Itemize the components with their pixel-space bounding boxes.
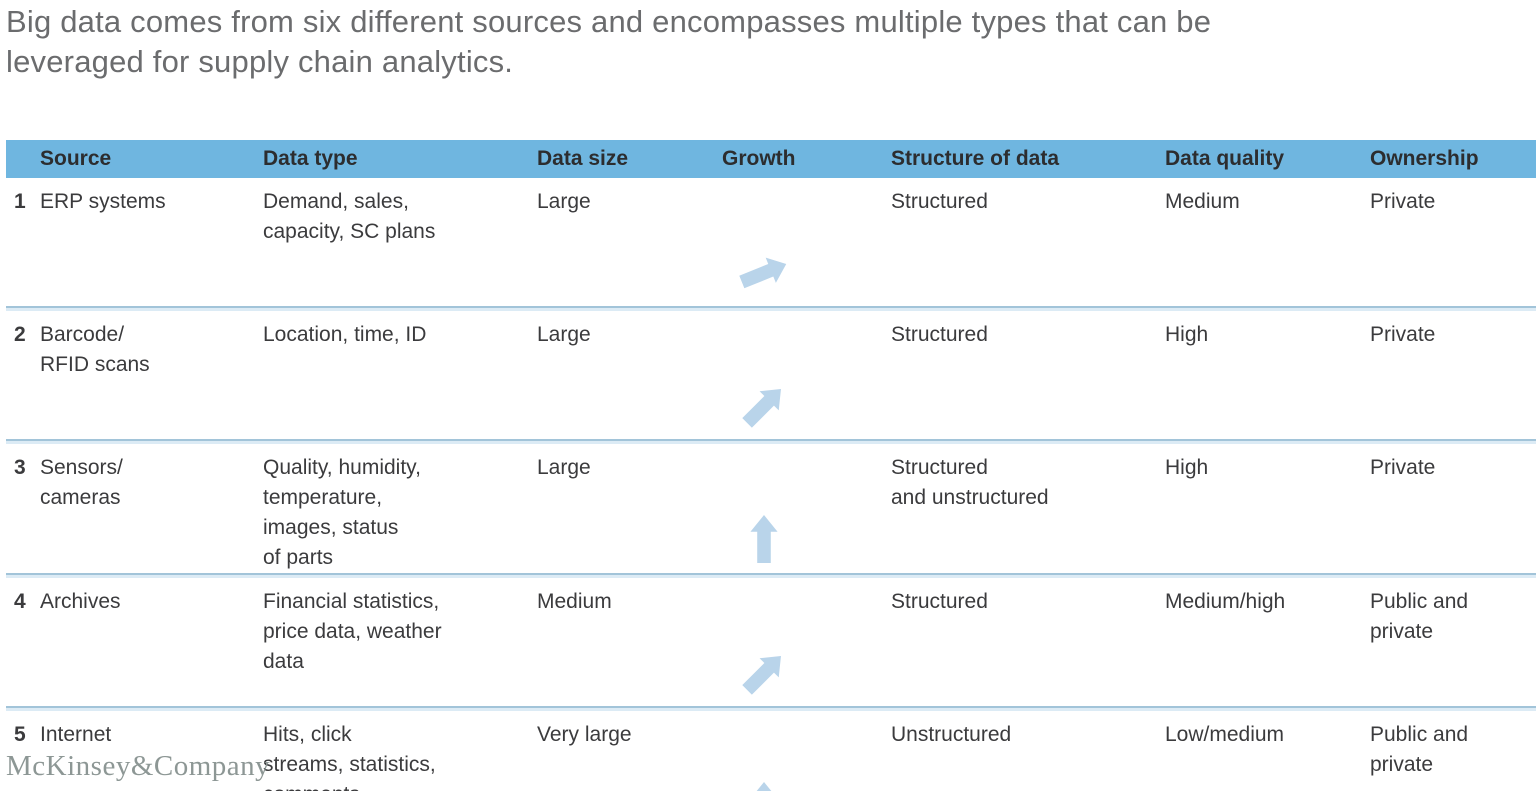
- structure-cell: Structured: [891, 190, 988, 213]
- arrow-up-right-icon: [742, 656, 781, 695]
- source-cell: Archives: [40, 590, 121, 613]
- ownership-cell: Private: [1370, 456, 1436, 479]
- ownership-cell: Public and private: [1370, 590, 1469, 643]
- growth-cell: [722, 720, 891, 791]
- source-cell: Barcode/ RFID scans: [40, 323, 150, 376]
- data-size-cell: Large: [537, 190, 591, 213]
- arrow-up-right-icon: [742, 389, 781, 428]
- growth-cell: [722, 587, 891, 706]
- column-header: Data type: [263, 147, 358, 170]
- data-size-cell: Medium: [537, 590, 612, 613]
- row-number: 4: [14, 590, 26, 613]
- row-number: 1: [14, 190, 26, 213]
- table-row: 5 Internet Hits, click streams, statisti…: [6, 711, 1536, 791]
- quality-cell: Medium: [1165, 190, 1240, 213]
- data-type-cell: Hits, click streams, statistics, comment…: [263, 723, 436, 791]
- growth-cell: [722, 320, 891, 439]
- growth-arrow: [739, 217, 788, 289]
- table-row: 1 ERP systems Demand, sales, capacity, S…: [6, 178, 1536, 306]
- growth-cell: [722, 187, 891, 306]
- structure-cell: Unstructured: [891, 723, 1012, 746]
- growth-arrow: [740, 483, 788, 563]
- source-cell: ERP systems: [40, 190, 166, 213]
- table-body: 1 ERP systems Demand, sales, capacity, S…: [6, 178, 1536, 791]
- table-header-row: Source Data type Data size Growth Structure …: [6, 140, 1536, 178]
- data-type-cell: Demand, sales, capacity, SC plans: [263, 190, 436, 243]
- arrow-up-icon: [756, 782, 772, 791]
- quality-cell: Medium/high: [1165, 590, 1286, 613]
- structure-cell: Structured and unstructured: [891, 456, 1049, 509]
- row-number: 2: [14, 323, 26, 346]
- source-cell: Sensors/ cameras: [40, 456, 123, 509]
- ownership-cell: Public and private: [1370, 723, 1469, 776]
- column-header: Data size: [537, 147, 629, 170]
- ownership-cell: Private: [1370, 323, 1436, 346]
- growth-arrow: [740, 750, 788, 791]
- row-divider: [6, 706, 1536, 711]
- growth-arrow: [740, 350, 788, 428]
- ownership-cell: Private: [1370, 190, 1436, 213]
- data-size-cell: Large: [537, 323, 591, 346]
- growth-cell: [722, 453, 891, 572]
- data-size-cell: Large: [537, 456, 591, 479]
- row-divider: [6, 306, 1536, 311]
- row-number: 3: [14, 456, 26, 479]
- arrow-right-up-icon: [739, 257, 787, 289]
- column-header: Ownership: [1370, 147, 1479, 170]
- column-header: Growth: [722, 147, 796, 170]
- growth-arrow: [740, 617, 788, 695]
- data-type-cell: Financial statistics, price data, weathe…: [263, 590, 442, 673]
- source-cell: Internet: [40, 723, 112, 746]
- arrow-up-icon: [750, 515, 778, 563]
- data-type-cell: Quality, humidity, temperature, images, …: [263, 456, 421, 569]
- data-type-cell: Location, time, ID: [263, 323, 427, 346]
- page-title: Big data comes from six different source…: [6, 4, 1212, 79]
- mckinsey-logo: McKinsey&Company: [6, 750, 271, 782]
- table-row: 2 Barcode/ RFID scans Location, time, ID…: [6, 311, 1536, 439]
- row-divider: [6, 573, 1536, 578]
- table-row: 3 Sensors/ cameras Quality, humidity, te…: [6, 444, 1536, 573]
- quality-cell: Low/medium: [1165, 723, 1285, 746]
- column-header: Structure of data: [891, 147, 1060, 170]
- quality-cell: High: [1165, 456, 1209, 479]
- column-header: Data quality: [1165, 147, 1285, 170]
- column-header: Source: [40, 147, 112, 170]
- table-row: 4 Archives Financial statistics, price d…: [6, 578, 1536, 706]
- row-number: 5: [14, 723, 26, 746]
- quality-cell: High: [1165, 323, 1209, 346]
- row-divider: [6, 439, 1536, 444]
- structure-cell: Structured: [891, 590, 988, 613]
- structure-cell: Structured: [891, 323, 988, 346]
- data-size-cell: Very large: [537, 723, 632, 746]
- data-table: Source Data type Data size Growth Structure …: [6, 140, 1536, 791]
